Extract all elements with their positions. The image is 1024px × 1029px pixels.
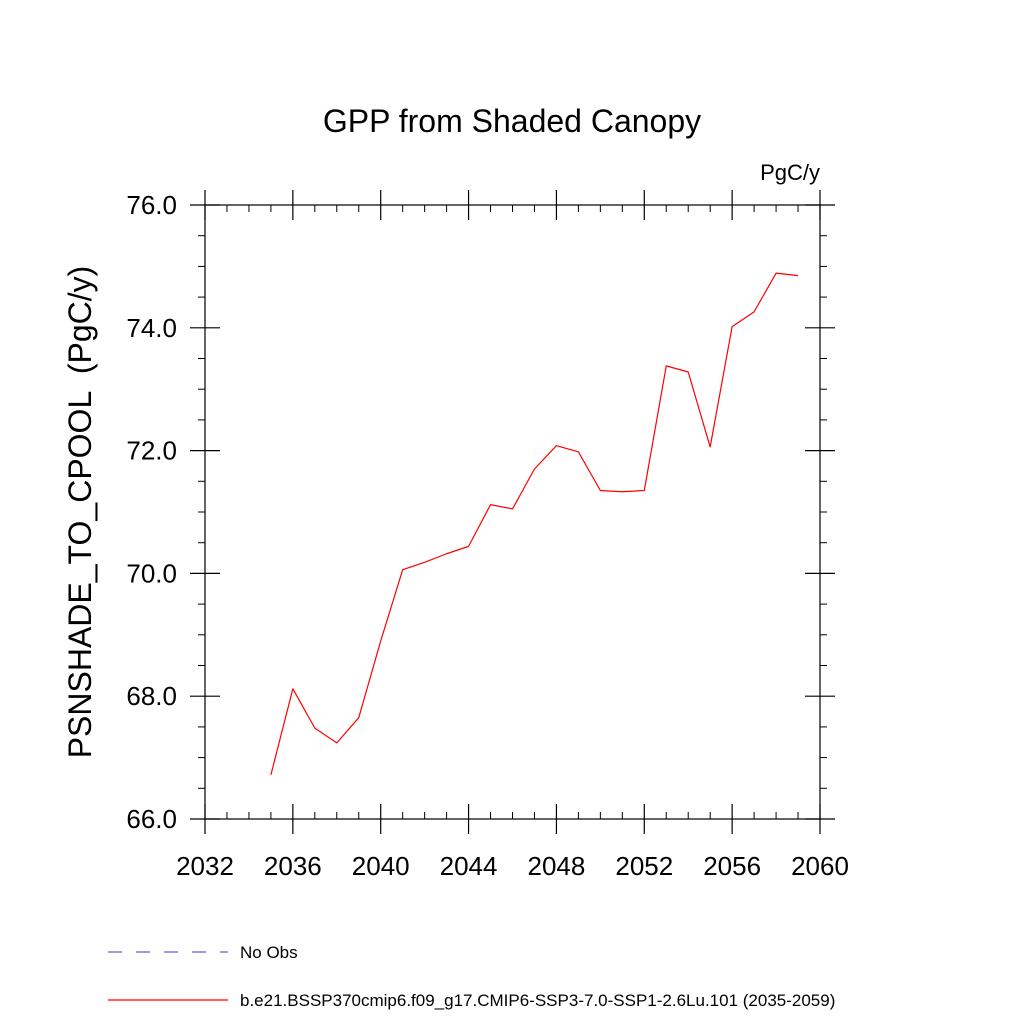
legend-label: b.e21.BSSP370cmip6.f09_g17.CMIP6-SSP3-7.… <box>240 991 835 1010</box>
x-tick-label: 2048 <box>528 851 586 881</box>
plot-area: 2032 2036 2040 2044 2048 2052 2056 2060 66.0 68.0… <box>126 190 849 881</box>
y-tick-label: 68.0 <box>126 681 177 711</box>
units-label: PgC/y <box>760 160 820 185</box>
chart-title: GPP from Shaded Canopy <box>323 103 701 139</box>
series-line <box>271 273 798 775</box>
legend: No Obs b.e21.BSSP370cmip6.f09_g17.CMIP6-S… <box>108 943 835 1010</box>
x-tick-label: 2040 <box>352 851 410 881</box>
y-tick-label: 74.0 <box>126 313 177 343</box>
plot-frame <box>205 205 820 819</box>
y-tick-label: 70.0 <box>126 558 177 588</box>
y-tick-label: 76.0 <box>126 190 177 220</box>
y-tick-label: 72.0 <box>126 436 177 466</box>
x-tick-label: 2036 <box>264 851 322 881</box>
x-tick-label: 2032 <box>176 851 234 881</box>
x-tick-label: 2060 <box>791 851 849 881</box>
legend-label: No Obs <box>240 943 298 962</box>
x-tick-label: 2044 <box>440 851 498 881</box>
y-axis-label: PSNSHADE_TO_CPOOL (PgC/y) <box>62 266 98 759</box>
y-tick-label: 66.0 <box>126 804 177 834</box>
x-tick-label: 2052 <box>615 851 673 881</box>
x-tick-label: 2056 <box>703 851 761 881</box>
